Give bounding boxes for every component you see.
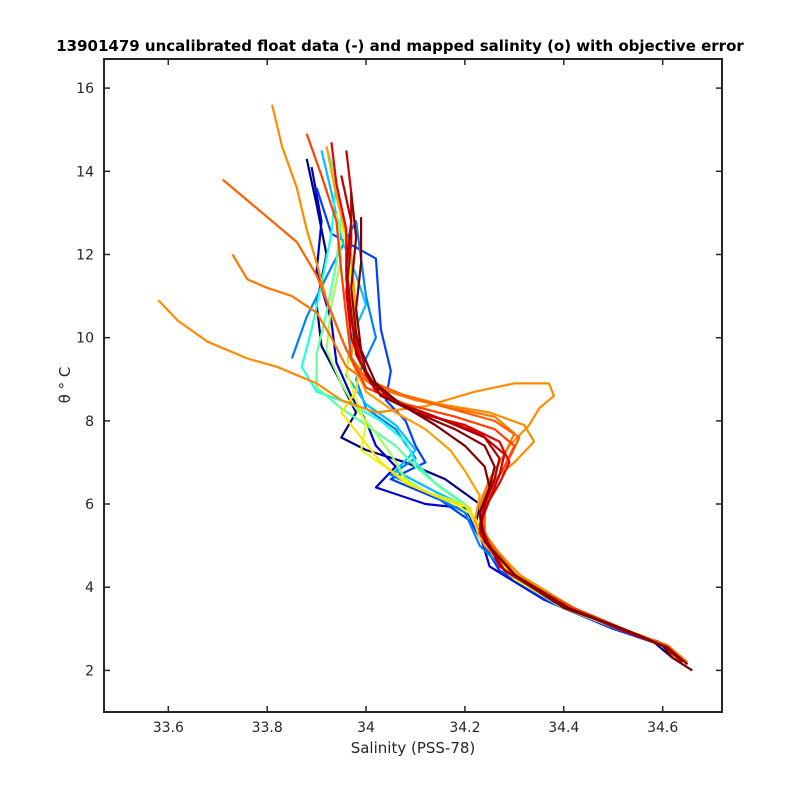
profile-line-13: [271, 104, 689, 663]
series-layer: [157, 104, 693, 672]
y-tick-label: 2: [85, 663, 94, 679]
plot-frame: [103, 58, 723, 713]
x-tick-label: 34.4: [548, 720, 579, 736]
x-tick-label: 33.8: [252, 720, 283, 736]
chart-title: 13901479 uncalibrated float data (-) and…: [56, 37, 744, 55]
x-tick-label: 34.6: [647, 720, 678, 736]
profile-line-21: [355, 217, 693, 672]
plot-area: [104, 59, 722, 712]
y-tick-label: 14: [76, 164, 94, 180]
x-tick-label: 34: [357, 720, 375, 736]
y-tick-label: 12: [76, 248, 94, 264]
y-tick-label: 10: [76, 331, 94, 347]
x-tick-label: 34.2: [449, 720, 480, 736]
profile-line-20: [350, 191, 689, 666]
profile-line-16: [305, 133, 689, 666]
y-tick-label: 8: [85, 414, 94, 430]
tick-layer: 33.6 33.8 34 34.2 34.4 34.6 2 4 6 8 10 12 14 16: [76, 59, 722, 736]
y-tick-label: 6: [85, 497, 94, 513]
y-tick-label: 16: [76, 81, 94, 97]
y-axis-label: θ ° C: [56, 367, 74, 404]
x-tick-label: 33.6: [153, 720, 184, 736]
y-tick-label: 4: [85, 580, 94, 596]
x-axis-label: Salinity (PSS-78): [351, 739, 476, 757]
